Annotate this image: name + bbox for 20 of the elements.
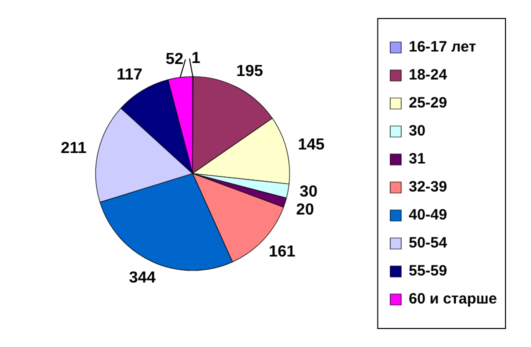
- data-label: 195: [236, 63, 264, 80]
- legend-label: 32-39: [408, 178, 448, 196]
- data-label: 20: [296, 202, 314, 219]
- legend-label: 50-54: [408, 234, 448, 252]
- data-label: 211: [60, 140, 87, 157]
- data-label: 1: [191, 50, 200, 67]
- data-label: 161: [268, 243, 296, 260]
- legend-label: 31: [408, 150, 426, 168]
- data-label: 344: [128, 270, 156, 287]
- legend-label: 60 и старше: [408, 290, 497, 308]
- legend-label: 18-24: [408, 66, 448, 84]
- legend-label: 30: [408, 122, 426, 140]
- data-label: 52: [166, 50, 184, 68]
- legend-label: 25-29: [408, 94, 448, 112]
- legend-label: 16-17 лет: [408, 38, 476, 56]
- legend-label: 55-59: [408, 262, 448, 280]
- data-label: 117: [116, 66, 143, 84]
- data-label: 145: [298, 136, 325, 154]
- data-label: 30: [300, 184, 318, 201]
- legend-label: 40-49: [408, 206, 448, 224]
